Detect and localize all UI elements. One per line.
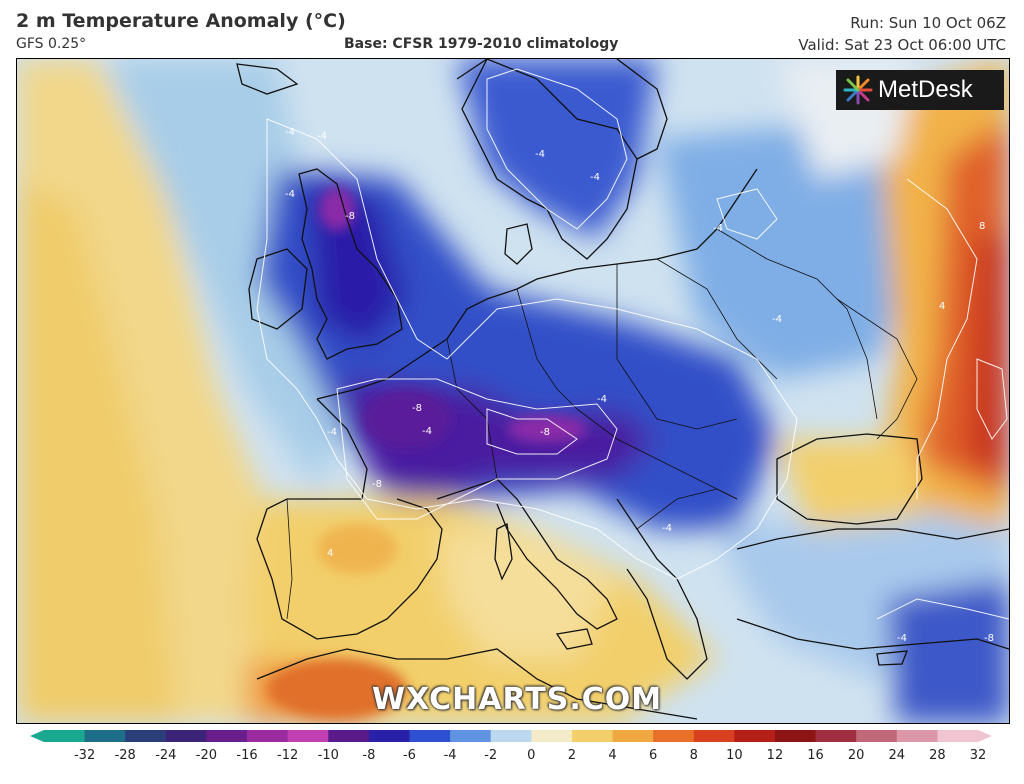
valid-time-label: Valid: Sat 23 Oct 06:00 UTC	[798, 36, 1006, 54]
colorbar-segment	[734, 730, 776, 742]
contour-label: -8	[412, 403, 422, 414]
colorbar-segment	[490, 730, 532, 742]
contour-label: -4	[285, 127, 295, 138]
colorbar-segment	[368, 730, 410, 742]
contour-label: -4	[422, 426, 432, 437]
climatology-base-label: Base: CFSR 1979-2010 climatology	[344, 36, 619, 52]
colorbar-segment	[896, 730, 938, 742]
colorbar-segment	[125, 730, 167, 742]
contour-label: -8	[372, 479, 382, 490]
wxcharts-watermark: WXCHARTS.COM	[372, 682, 663, 717]
contour-label: -4	[317, 131, 327, 142]
colorbar-tick-label: 6	[648, 748, 658, 763]
colorbar-segment	[165, 730, 207, 742]
colorbar-tick-label: 24	[888, 748, 906, 763]
colorbar-segment	[693, 730, 735, 742]
colorbar-tick-label: -10	[317, 748, 339, 763]
colorbar-segment	[612, 730, 654, 742]
colorbar-tick-label: -32	[73, 748, 96, 763]
colorbar-segment	[84, 730, 126, 742]
map-svg: -4 -4 -4 -4 -4 -4 -8 -8 -8 -8 -4 -4 -4 -…	[17, 59, 1009, 723]
colorbar-tick-label: 16	[807, 748, 824, 763]
colorbar-tick-label: 10	[726, 748, 743, 763]
colorbar-max-arrow	[978, 730, 992, 742]
colorbar-segment	[328, 730, 370, 742]
chart-title: 2 m Temperature Anomaly (°C)	[16, 10, 346, 32]
colorbar-tick-label: -16	[236, 748, 258, 763]
colorbar-tick-label: -8	[362, 748, 376, 763]
contour-label: -8	[984, 633, 994, 644]
colorbar-segment	[571, 730, 614, 742]
model-label: GFS 0.25°	[16, 36, 87, 52]
colorbar-tick-label: 28	[929, 748, 946, 763]
colorbar-tick-label: -2	[484, 748, 498, 763]
colorbar-segment	[937, 730, 979, 742]
colorbar-min-arrow	[30, 730, 44, 742]
contour-label: -4	[662, 523, 672, 534]
anomaly-detail	[267, 187, 587, 719]
contour-label: -8	[540, 427, 550, 438]
colorbar-tick-label: 32	[969, 748, 987, 763]
colorbar-segment	[774, 730, 817, 742]
colorbar-tick-label: -24	[155, 748, 177, 763]
colorbar-segments	[44, 730, 979, 742]
colorbar-tick-label: 8	[689, 748, 698, 763]
contour-label: -4	[285, 189, 295, 200]
contour-label: -4	[772, 314, 782, 325]
contour-label: -4	[327, 427, 337, 438]
colorbar-segment	[815, 730, 857, 742]
colorbar-segment	[653, 730, 695, 742]
contour-lines	[256, 68, 1009, 620]
contour-label: 4	[939, 301, 945, 312]
contour-label: -4	[897, 633, 907, 644]
contour-label: 8	[979, 221, 985, 232]
colorbar-labels: -32 -28 -24 -20 -16 -12 -10 -8 -6 -4 -2 0 2 4 6 8 10 12 16…	[0, 748, 1024, 768]
colorbar-tick-label: 4	[608, 748, 617, 763]
colorbar-segment	[247, 730, 289, 742]
colorbar-segment	[287, 730, 329, 742]
colorbar-segment	[856, 730, 898, 742]
colorbar-tick-label: -6	[402, 748, 416, 763]
run-time-label: Run: Sun 10 Oct 06Z	[850, 14, 1006, 32]
colorbar-tick-label: 12	[766, 748, 784, 763]
colorbar-segment	[206, 730, 248, 742]
colorbar-tick-label: 2	[567, 748, 577, 763]
metdesk-logo-text: MetDesk	[878, 76, 973, 103]
colorbar-tick-label: -20	[195, 748, 218, 763]
colorbar	[30, 730, 992, 742]
colorbar-tick-label: -4	[443, 748, 457, 763]
colorbar-tick-label: 0	[527, 748, 536, 763]
colorbar-segment	[409, 730, 451, 742]
contour-label: -4	[713, 223, 723, 234]
colorbar-segment	[531, 730, 573, 742]
contour-label: 4	[327, 548, 333, 559]
chart-header: 2 m Temperature Anomaly (°C) GFS 0.25° B…	[0, 0, 1024, 58]
contour-label: -4	[597, 394, 607, 405]
colorbar-tick-label: -12	[277, 748, 299, 763]
contour-label: -4	[535, 149, 545, 160]
colorbar-segment	[44, 730, 86, 742]
colorbar-tick-label: -28	[114, 748, 136, 763]
temperature-anomaly-map: -4 -4 -4 -4 -4 -4 -8 -8 -8 -8 -4 -4 -4 -…	[16, 58, 1010, 724]
metdesk-logo: MetDesk	[836, 70, 1004, 110]
contour-label: -8	[345, 211, 355, 222]
contour-label: -4	[590, 172, 600, 183]
metdesk-starburst-icon	[843, 75, 873, 105]
colorbar-tick-label: 20	[847, 748, 865, 763]
contour-label-group: -4 -4 -4 -4 -4 -4 -8 -8 -8 -8 -4 -4 -4 -…	[285, 127, 994, 644]
colorbar-segment	[450, 730, 492, 742]
